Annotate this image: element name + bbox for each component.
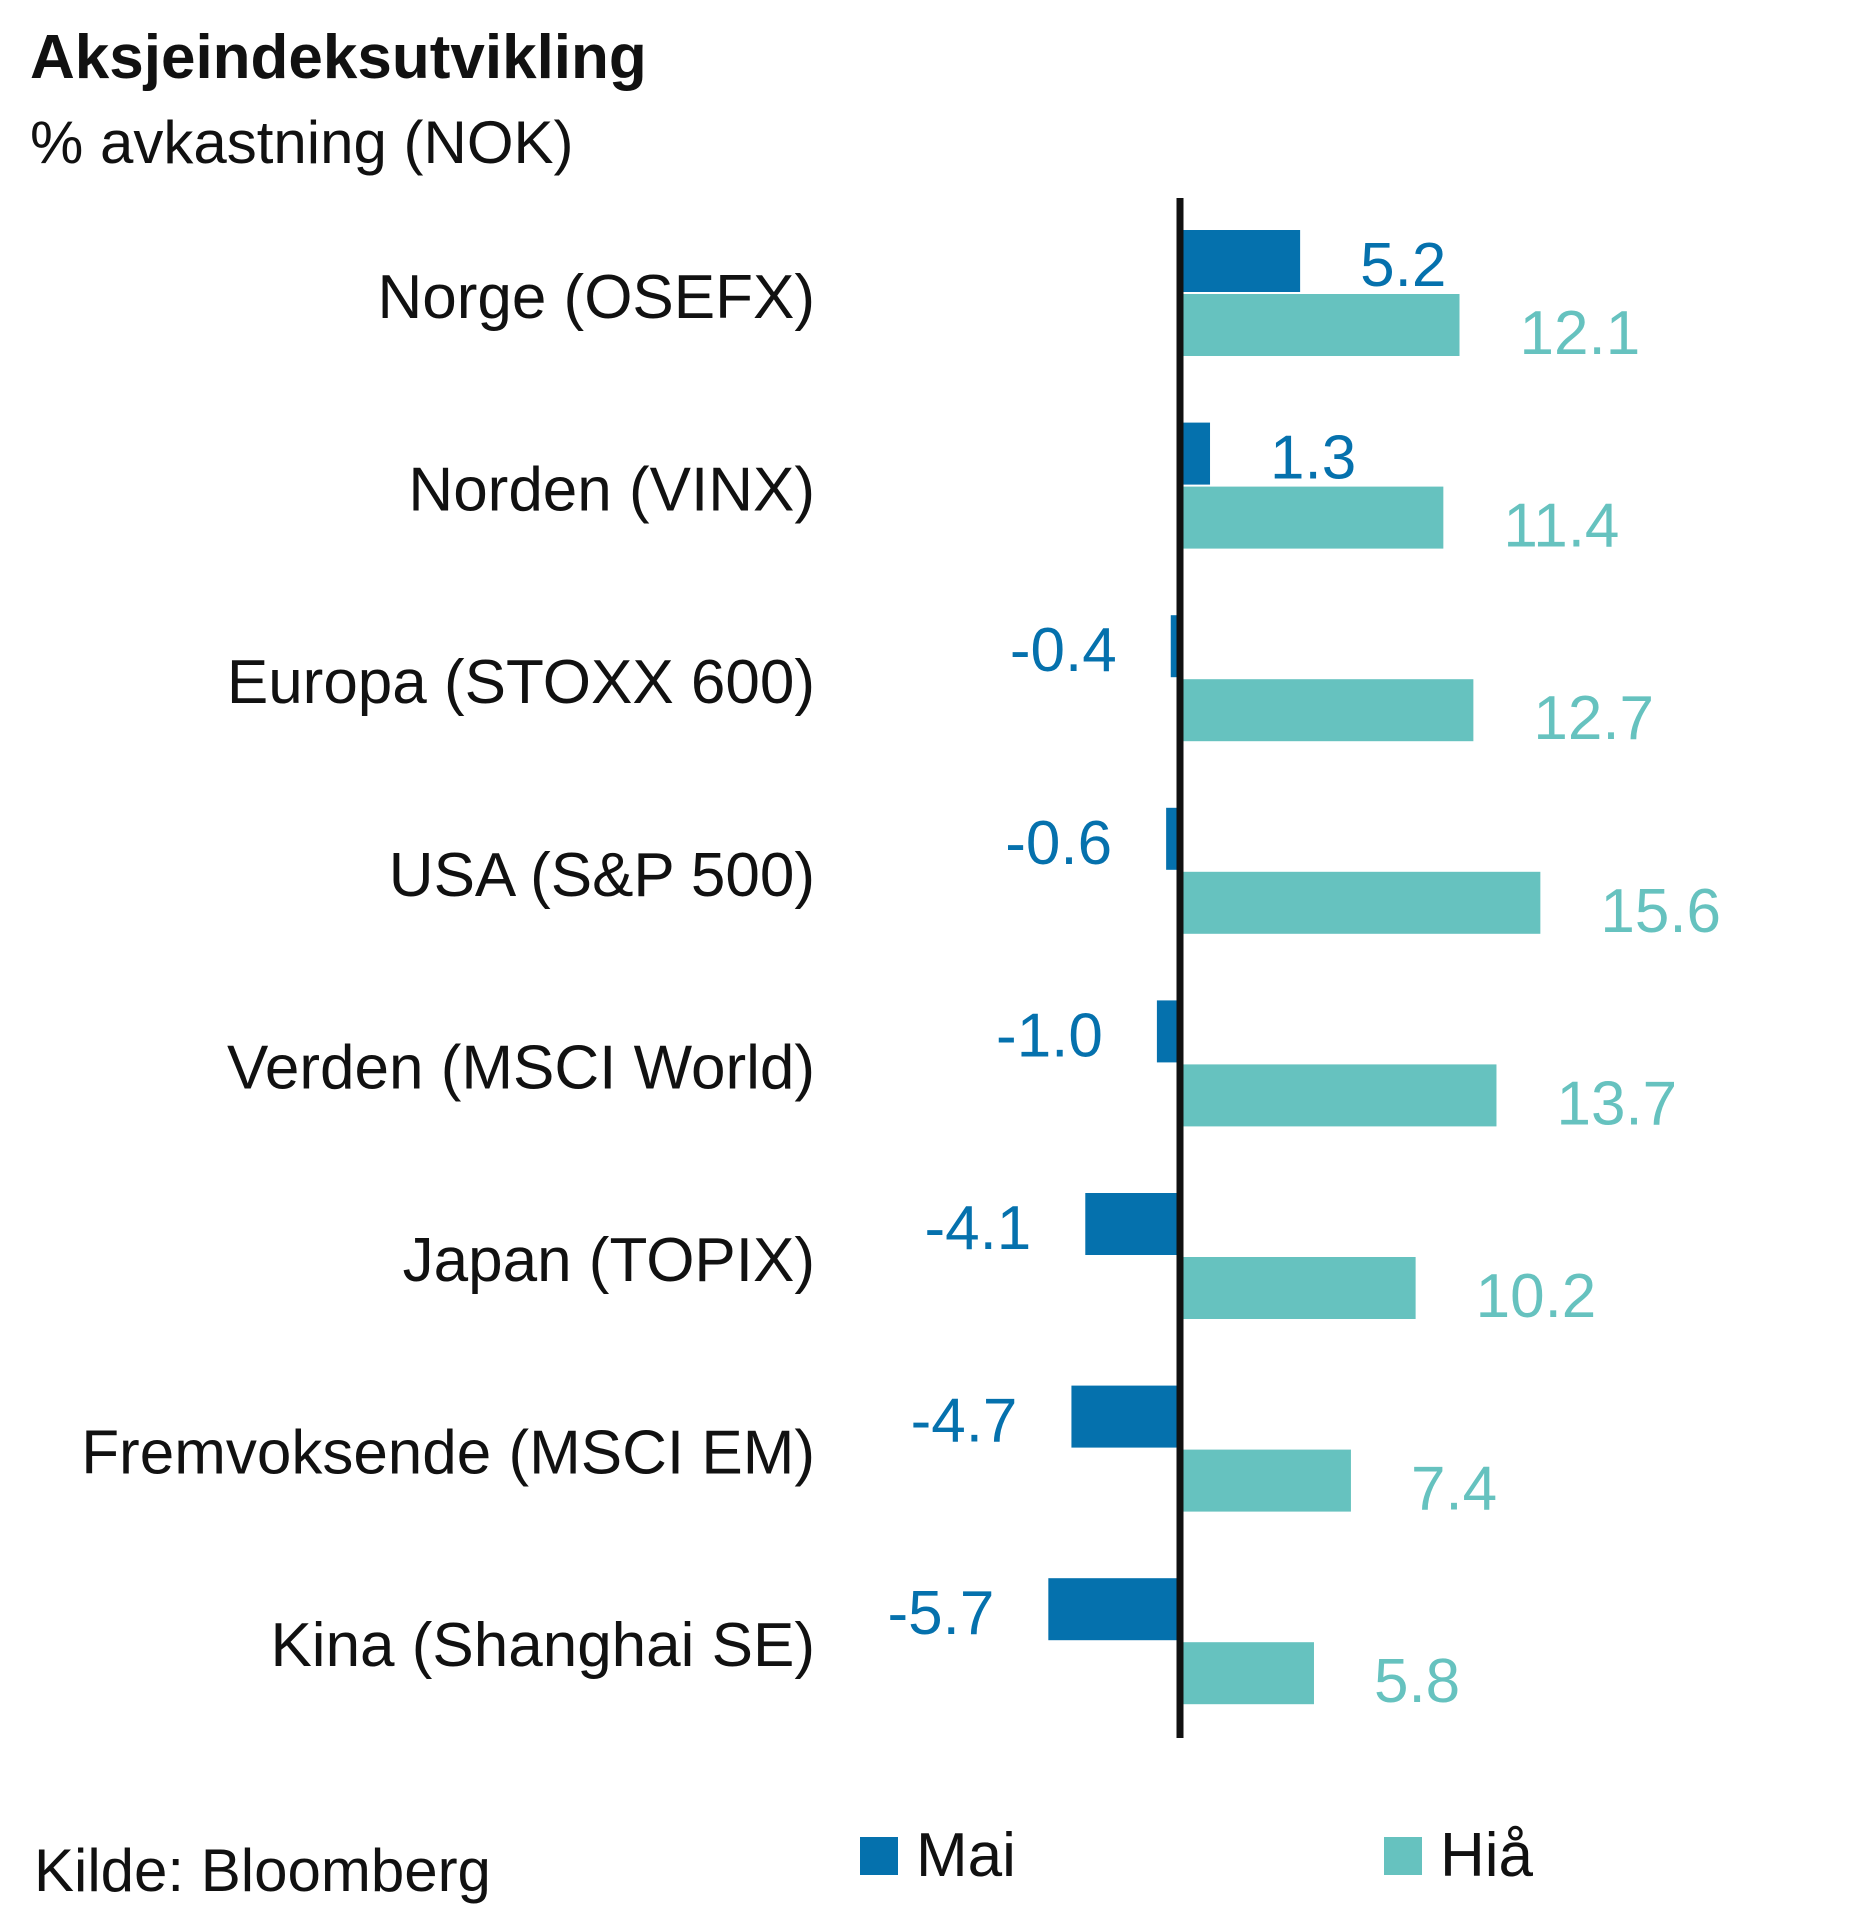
bar-hia-europa-stoxx-600 [1180, 679, 1474, 742]
value-label-mai-europa-stoxx-600: -0.4 [1010, 616, 1117, 685]
bar-mai-norge-osefx [1180, 230, 1301, 292]
legend-swatch-hia [1384, 1836, 1422, 1875]
legend-label-mai: Mai [916, 1821, 1016, 1890]
bar-hia-norden-vinx [1180, 486, 1444, 549]
value-label-hia-fremvoksende-msci-em: 7.4 [1411, 1455, 1497, 1524]
bar-hia-verden-msci-world [1180, 1064, 1497, 1127]
bar-mai-japan-topix [1085, 1193, 1180, 1255]
bar-mai-kina-shanghai-se [1048, 1578, 1180, 1641]
value-label-mai-fremvoksende-msci-em: -4.7 [911, 1387, 1018, 1456]
value-label-mai-norden-vinx: 1.3 [1270, 424, 1356, 493]
value-label-mai-kina-shanghai-se: -5.7 [887, 1579, 994, 1648]
legend-label-hia: Hiå [1440, 1821, 1534, 1890]
bar-hia-usa-s-p-500 [1180, 871, 1541, 934]
legend-item-mai: Mai [860, 1820, 1016, 1891]
bar-mai-verden-msci-world [1156, 1000, 1180, 1063]
value-label-hia-usa-s-p-500: 15.6 [1600, 877, 1721, 946]
value-label-mai-usa-s-p-500: -0.6 [1005, 809, 1112, 878]
bar-hia-fremvoksende-msci-em [1180, 1449, 1351, 1512]
value-label-mai-verden-msci-world: -1.0 [996, 1001, 1103, 1070]
bar-mai-fremvoksende-msci-em [1071, 1385, 1180, 1448]
chart-subtitle: % avkastning (NOK) [30, 109, 574, 176]
category-label-norge-osefx: Norge (OSEFX) [377, 263, 815, 332]
category-label-norden-vinx: Norden (VINX) [408, 456, 815, 525]
bar-hia-japan-topix [1180, 1257, 1416, 1319]
legend-item-hia: Hiå [1384, 1820, 1533, 1891]
value-label-hia-kina-shanghai-se: 5.8 [1374, 1647, 1460, 1716]
value-label-hia-norge-osefx: 12.1 [1520, 299, 1641, 368]
category-label-japan-topix: Japan (TOPIX) [403, 1226, 815, 1295]
category-label-fremvoksende-msci-em: Fremvoksende (MSCI EM) [81, 1419, 815, 1488]
bar-hia-kina-shanghai-se [1180, 1642, 1314, 1705]
category-label-kina-shanghai-se: Kina (Shanghai SE) [270, 1611, 815, 1680]
category-label-verden-msci-world: Verden (MSCI World) [227, 1033, 815, 1102]
category-label-europa-stoxx-600: Europa (STOXX 600) [227, 648, 815, 717]
source-note: Kilde: Bloomberg [34, 1837, 491, 1904]
chart-title: Aksjeindeksutvikling [30, 23, 647, 92]
category-label-usa-s-p-500: USA (S&P 500) [389, 841, 815, 910]
bar-mai-europa-stoxx-600 [1170, 615, 1180, 678]
value-label-hia-norden-vinx: 11.4 [1503, 492, 1619, 561]
bar-hia-norge-osefx [1180, 294, 1460, 356]
value-label-mai-japan-topix: -4.1 [924, 1194, 1031, 1263]
bar-mai-norden-vinx [1180, 422, 1211, 485]
value-label-hia-europa-stoxx-600: 12.7 [1533, 684, 1654, 753]
value-label-hia-verden-msci-world: 13.7 [1556, 1069, 1677, 1138]
value-label-hia-japan-topix: 10.2 [1476, 1262, 1597, 1331]
value-label-mai-norge-osefx: 5.2 [1360, 231, 1446, 300]
legend-swatch-mai [860, 1836, 898, 1875]
